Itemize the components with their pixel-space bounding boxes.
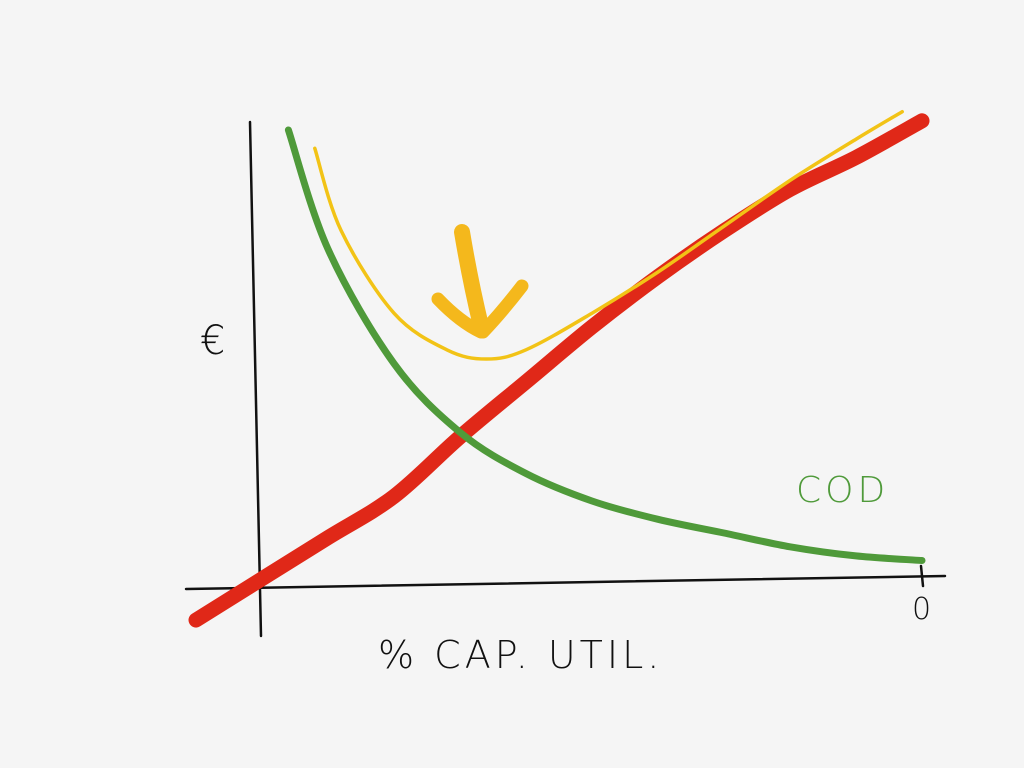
y-axis-label: € (200, 318, 229, 364)
x-axis (184, 574, 947, 591)
y-axis (248, 120, 263, 638)
down-arrow-icon (431, 224, 529, 339)
x-axis-label: % CAP. UTIL. (378, 633, 663, 677)
x-axis-end-tick (919, 564, 925, 588)
cost-line (188, 113, 930, 628)
total-cost-curve (313, 109, 904, 361)
cod-label: COD (796, 470, 889, 511)
cod-curve (284, 126, 926, 564)
x-tick-label: 0 (912, 592, 935, 627)
